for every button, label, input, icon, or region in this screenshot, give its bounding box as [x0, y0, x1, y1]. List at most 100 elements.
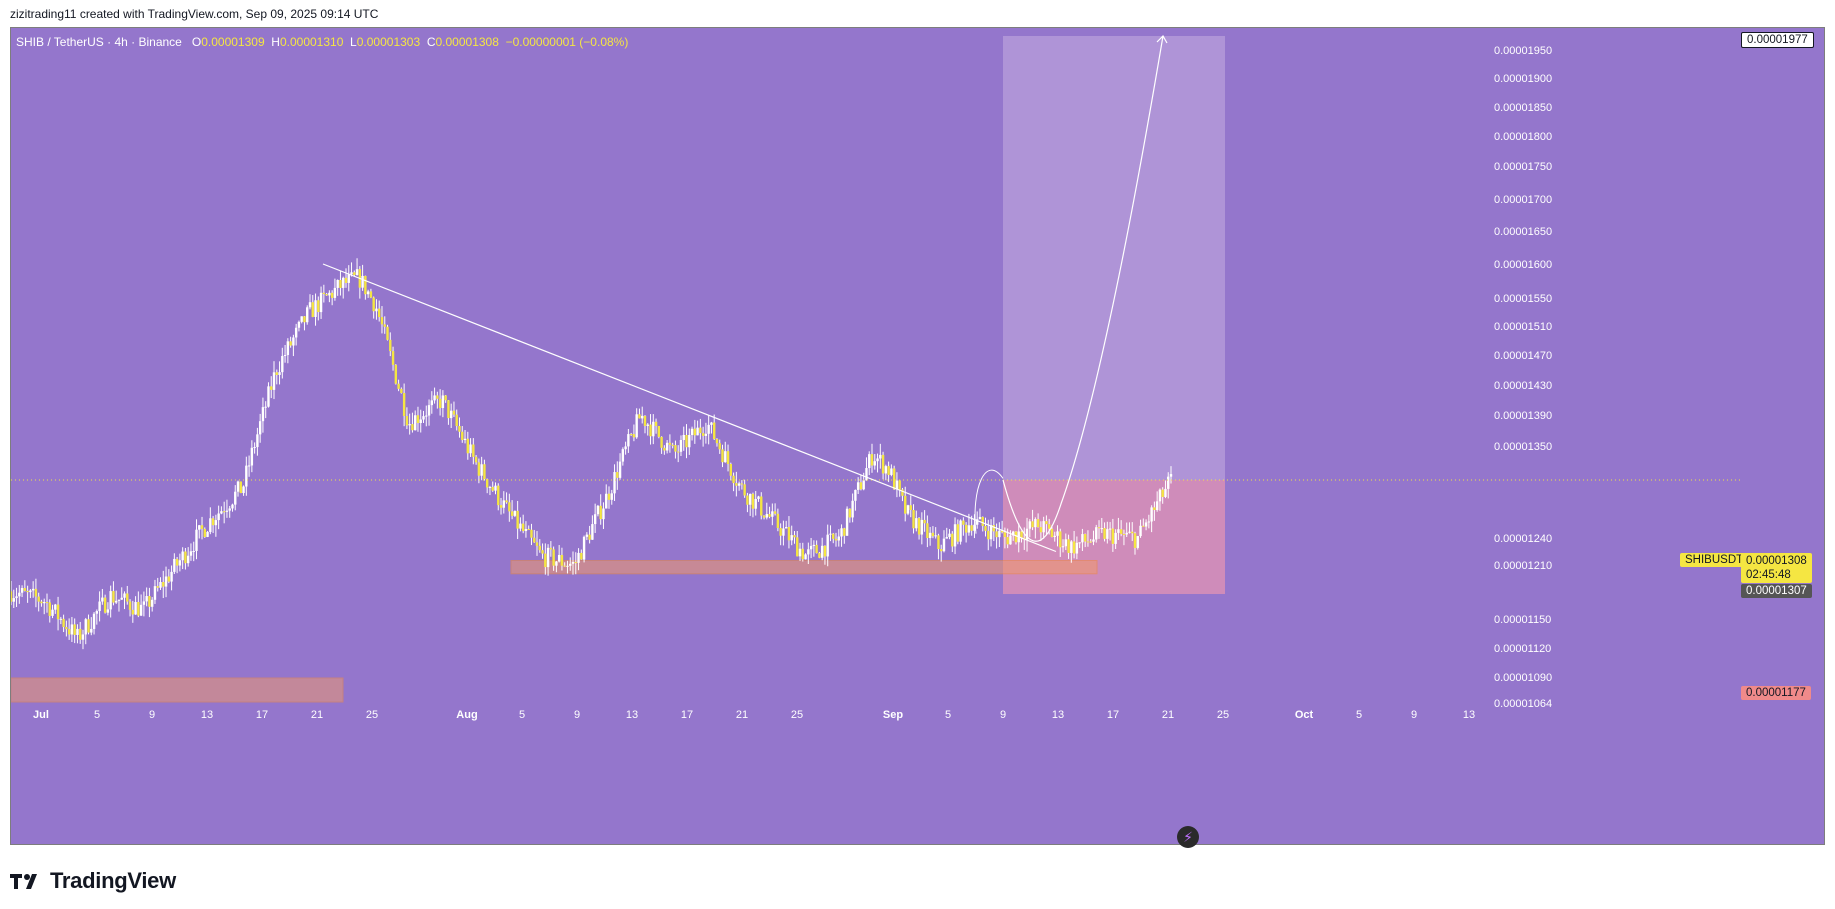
candle-body [776, 513, 780, 529]
candle [840, 524, 843, 547]
candle-body [923, 519, 926, 524]
candle-body [909, 505, 912, 511]
candle-body [485, 479, 489, 488]
candle [358, 266, 362, 299]
candle-body [696, 427, 699, 436]
candle-body [231, 504, 234, 509]
chart-area[interactable]: 0.00001950 0.00001900 0.00001850 0.00001800… [10, 27, 1825, 848]
candle [757, 495, 760, 502]
price-chart[interactable]: 0.00001950 0.00001900 0.00001850 0.00001800… [11, 28, 1824, 844]
candle [73, 618, 76, 644]
candle-body [970, 525, 973, 531]
candle-body [641, 415, 644, 419]
candle [984, 517, 987, 537]
candle [796, 530, 799, 557]
candle-body [106, 609, 110, 613]
candle-body [117, 599, 121, 601]
candle [488, 485, 492, 496]
candle [566, 560, 569, 574]
candle [657, 425, 661, 439]
candle-body [497, 485, 500, 506]
candle-body [649, 424, 652, 437]
candle-body [278, 372, 281, 375]
legend-open: 0.00001309 [201, 35, 265, 49]
candle-body [901, 489, 904, 496]
candle-body [20, 588, 24, 593]
last-price-tag: 0.00001308 02:45:48 [1741, 553, 1812, 583]
tradingview-logo[interactable]: TradingView [10, 868, 176, 894]
candle-body [1031, 521, 1034, 528]
x-axis-tick: 9 [574, 709, 580, 721]
lightning-icon[interactable]: ⚡ [1177, 826, 1199, 848]
candle [195, 519, 198, 560]
x-axis-tick: 17 [681, 709, 693, 721]
candle-body [87, 619, 90, 633]
candle-body [253, 447, 256, 449]
candle [845, 506, 849, 536]
x-axis-tick: 9 [1411, 709, 1417, 721]
candle-body [1144, 522, 1148, 527]
candle [1053, 531, 1056, 542]
candle [1000, 520, 1004, 534]
candle-body [405, 415, 409, 426]
candle [834, 532, 838, 547]
candle [677, 445, 680, 463]
candle [250, 440, 254, 473]
candle [859, 474, 863, 491]
candle [242, 485, 245, 496]
candle-body [1155, 501, 1159, 511]
candle [823, 545, 827, 565]
candle [189, 543, 193, 561]
x-axis-tick: 17 [256, 709, 268, 721]
candle [610, 489, 613, 505]
candle [682, 426, 685, 451]
candle [485, 478, 489, 494]
candle [920, 512, 924, 545]
x-axis-tick: 25 [791, 709, 803, 721]
candle [1158, 488, 1162, 511]
candle [513, 510, 517, 518]
candle [1161, 487, 1164, 504]
candle-body [519, 523, 522, 529]
candle-body [402, 393, 406, 416]
candle-body [995, 531, 998, 538]
candle-body [521, 523, 525, 532]
candle [1136, 535, 1139, 550]
candle [574, 552, 577, 575]
candle-body [784, 527, 788, 529]
candle-body [552, 549, 555, 566]
candle [696, 420, 699, 436]
candle-body [45, 602, 49, 604]
candle-body [582, 536, 586, 560]
candle [1070, 540, 1073, 563]
candle [624, 441, 627, 455]
candle [447, 399, 450, 425]
candle-body [184, 551, 187, 564]
candle-body [378, 308, 381, 318]
candle-body [743, 484, 746, 496]
candle-body [624, 446, 627, 450]
candle-body [1142, 525, 1145, 527]
candle [942, 530, 946, 553]
candle-body [884, 466, 888, 474]
candle [150, 597, 154, 612]
candle-body [856, 482, 860, 490]
candle [419, 409, 422, 433]
legend-l-label: L [350, 35, 357, 49]
candle-body [535, 542, 539, 546]
candle-body [688, 435, 691, 448]
candle-body [898, 480, 901, 490]
candle [123, 591, 126, 610]
candle-body [264, 406, 267, 408]
candle [618, 453, 622, 480]
candle [292, 334, 295, 357]
candle-body [544, 553, 547, 568]
candle-body [610, 493, 613, 500]
candle-body [270, 386, 273, 390]
candle [330, 290, 334, 306]
candle-body [859, 482, 863, 490]
candle-body [602, 508, 605, 520]
candle [192, 541, 195, 562]
candle-body [829, 533, 832, 535]
candle-body [549, 547, 553, 550]
